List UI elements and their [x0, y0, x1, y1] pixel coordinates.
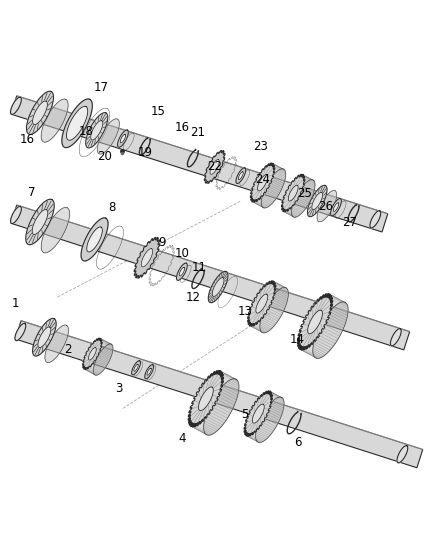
Text: 13: 13 — [238, 304, 253, 318]
Text: 10: 10 — [174, 247, 189, 260]
Text: 16: 16 — [19, 133, 35, 147]
Polygon shape — [251, 163, 275, 203]
Polygon shape — [331, 198, 341, 216]
Polygon shape — [15, 324, 26, 341]
Polygon shape — [333, 203, 339, 212]
Polygon shape — [11, 206, 21, 224]
Text: 24: 24 — [255, 173, 270, 185]
Polygon shape — [208, 271, 228, 303]
Text: 19: 19 — [137, 147, 152, 159]
Text: 14: 14 — [290, 333, 305, 346]
Polygon shape — [86, 112, 108, 148]
Text: 4: 4 — [178, 432, 186, 446]
Polygon shape — [256, 294, 268, 313]
Text: 8: 8 — [108, 201, 116, 214]
Text: 25: 25 — [297, 187, 311, 200]
Text: 27: 27 — [343, 216, 357, 229]
Polygon shape — [26, 199, 54, 245]
Text: 23: 23 — [253, 140, 268, 153]
Text: 16: 16 — [174, 121, 189, 134]
Polygon shape — [205, 150, 225, 183]
Polygon shape — [252, 404, 264, 423]
Polygon shape — [132, 361, 141, 375]
Polygon shape — [238, 172, 243, 180]
Text: 3: 3 — [115, 382, 122, 395]
Text: 7: 7 — [28, 186, 35, 199]
Polygon shape — [15, 321, 423, 468]
Polygon shape — [236, 168, 246, 183]
Polygon shape — [397, 446, 408, 463]
Polygon shape — [307, 310, 322, 334]
Polygon shape — [317, 190, 337, 222]
Polygon shape — [212, 278, 224, 296]
Polygon shape — [141, 248, 153, 267]
Text: 11: 11 — [192, 261, 207, 274]
Polygon shape — [210, 159, 219, 174]
Polygon shape — [244, 391, 272, 437]
Polygon shape — [260, 287, 288, 333]
Text: 20: 20 — [97, 150, 112, 163]
Polygon shape — [204, 379, 239, 435]
Text: 17: 17 — [94, 81, 109, 94]
Text: 21: 21 — [190, 126, 205, 139]
Polygon shape — [83, 338, 102, 369]
Text: 22: 22 — [207, 159, 222, 173]
Polygon shape — [41, 207, 70, 253]
Polygon shape — [97, 119, 120, 154]
Polygon shape — [11, 205, 410, 350]
Polygon shape — [288, 185, 298, 201]
Text: 1: 1 — [11, 297, 19, 310]
Polygon shape — [145, 365, 154, 379]
Polygon shape — [45, 325, 68, 362]
Polygon shape — [117, 130, 128, 147]
Text: 2: 2 — [65, 343, 72, 356]
Polygon shape — [134, 237, 160, 278]
Polygon shape — [258, 174, 268, 191]
Text: 12: 12 — [185, 290, 200, 304]
Polygon shape — [177, 263, 187, 280]
Text: 6: 6 — [294, 435, 301, 448]
Polygon shape — [32, 318, 56, 356]
Polygon shape — [11, 97, 21, 115]
Polygon shape — [256, 397, 284, 442]
Text: 9: 9 — [159, 236, 166, 249]
Polygon shape — [370, 211, 381, 228]
Polygon shape — [87, 227, 102, 252]
Text: 18: 18 — [78, 125, 93, 138]
Polygon shape — [67, 106, 88, 140]
Polygon shape — [291, 180, 315, 217]
Polygon shape — [134, 364, 138, 372]
Polygon shape — [198, 387, 213, 410]
Polygon shape — [282, 174, 305, 212]
Text: 15: 15 — [150, 105, 165, 118]
Polygon shape — [11, 96, 388, 232]
Polygon shape — [26, 91, 53, 134]
Polygon shape — [32, 209, 48, 235]
Polygon shape — [88, 348, 96, 360]
Text: 5: 5 — [241, 408, 249, 422]
Polygon shape — [261, 169, 286, 208]
Polygon shape — [390, 329, 401, 346]
Polygon shape — [188, 370, 223, 427]
Polygon shape — [91, 120, 103, 140]
Polygon shape — [81, 218, 108, 261]
Polygon shape — [41, 99, 68, 142]
Polygon shape — [313, 302, 348, 358]
Polygon shape — [247, 281, 276, 326]
Polygon shape — [307, 185, 327, 217]
Polygon shape — [147, 368, 152, 375]
Polygon shape — [62, 99, 92, 148]
Polygon shape — [120, 134, 126, 143]
Polygon shape — [312, 192, 323, 209]
Text: 26: 26 — [318, 200, 333, 213]
Polygon shape — [38, 327, 51, 348]
Polygon shape — [93, 344, 113, 375]
Polygon shape — [297, 294, 333, 350]
Polygon shape — [179, 268, 184, 276]
Polygon shape — [32, 101, 47, 125]
